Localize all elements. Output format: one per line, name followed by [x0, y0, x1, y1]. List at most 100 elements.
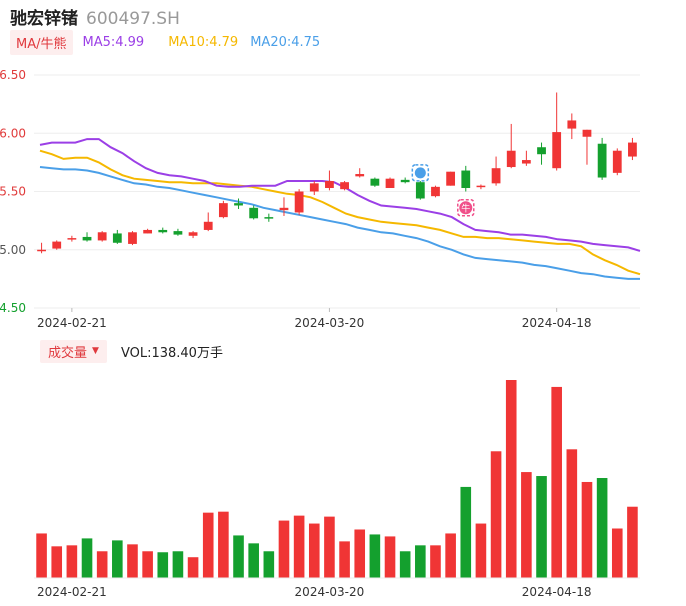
price-grid: [34, 74, 640, 309]
volume-date-axis: 2024-02-21 2024-03-20 2024-04-18: [37, 585, 592, 599]
candle-body: [506, 150, 516, 168]
candle: [52, 240, 62, 250]
ma-selector-button[interactable]: MA/牛熊: [10, 29, 73, 55]
signal-markers: 牛: [411, 164, 475, 217]
candle-body: [97, 232, 107, 241]
volume-bar: [521, 472, 532, 578]
volume-bar: [278, 520, 290, 578]
candle-body: [112, 233, 122, 243]
candle: [506, 123, 516, 169]
volume-bar: [475, 523, 487, 578]
candle: [521, 150, 531, 166]
stock-header: 驰宏锌锗 600497.SH: [10, 4, 180, 29]
volume-bar: [36, 533, 47, 578]
stock-name: 驰宏锌锗: [10, 9, 78, 29]
ma-legend: MA/牛熊 MA5:4.99 MA10:4.79 MA20:4.75: [10, 29, 320, 55]
volume-bar: [339, 541, 350, 578]
candle: [325, 170, 334, 191]
y-tick-label: 4.50: [0, 301, 26, 315]
candle: [400, 177, 410, 184]
volume-bar: [369, 534, 381, 578]
candle: [158, 227, 168, 234]
candle: [67, 235, 77, 242]
candle-body: [82, 236, 92, 241]
volume-bar: [127, 544, 138, 578]
volume-bar: [566, 449, 578, 578]
candle: [188, 231, 198, 239]
volume-chart[interactable]: 2024-02-21 2024-03-20 2024-04-18: [0, 366, 686, 606]
candle: [431, 185, 440, 198]
volume-legend: 成交量 ▼ VOL:138.40万手: [40, 339, 223, 363]
candle-body: [309, 183, 319, 192]
candle: [264, 213, 274, 222]
candle-body: [325, 181, 334, 189]
volume-bar: [66, 545, 78, 578]
bull-marker: 牛: [457, 199, 475, 217]
ma5-line: [39, 138, 641, 252]
candle-body: [628, 142, 637, 157]
volume-x-tick-label: 2024-02-21: [37, 585, 107, 599]
candle-body: [67, 238, 77, 240]
volume-bar: [263, 551, 275, 578]
candle: [294, 189, 304, 215]
volume-bar: [627, 506, 638, 578]
kline-chart[interactable]: 6.50 6.00 5.50 5.00 4.50 2024-02-21 2024-03-2…: [0, 0, 686, 335]
candle-body: [370, 178, 380, 186]
candle-body: [218, 203, 228, 218]
candle-body: [203, 221, 213, 230]
candle-body: [37, 249, 46, 252]
candle: [628, 137, 637, 161]
volume-bar: [384, 536, 396, 578]
volume-selector-label: 成交量: [48, 345, 88, 361]
volume-bar: [248, 543, 259, 578]
candle-body: [431, 186, 440, 197]
candle: [476, 184, 486, 190]
candle-body: [400, 179, 410, 183]
candle-body: [582, 129, 592, 137]
volume-bar: [505, 380, 517, 578]
candle-body: [264, 217, 274, 219]
volume-bar: [233, 535, 244, 578]
candle-body: [567, 120, 577, 129]
y-tick-label: 5.50: [0, 185, 26, 199]
candle-body: [612, 150, 622, 173]
candle: [82, 232, 92, 242]
volume-bar: [415, 545, 426, 578]
candle: [37, 242, 46, 254]
volume-bar: [430, 545, 441, 578]
candle-body: [143, 229, 153, 234]
candle-body: [279, 207, 289, 211]
volume-bar: [445, 533, 456, 578]
candle: [143, 228, 153, 234]
volume-bar: [324, 516, 335, 578]
y-tick-label: 5.00: [0, 243, 26, 257]
candle: [446, 171, 456, 186]
candle-body: [385, 178, 395, 189]
candle-body: [476, 185, 486, 188]
candle: [234, 198, 243, 209]
candle-body: [188, 232, 198, 236]
volume-bar: [581, 481, 593, 578]
candle: [218, 200, 228, 219]
candle: [461, 165, 471, 192]
x-tick-label: 2024-03-20: [295, 316, 365, 330]
volume-bar: [490, 451, 502, 578]
candle-body: [128, 232, 137, 244]
candle: [370, 177, 380, 187]
volume-selector-button[interactable]: 成交量 ▼: [40, 339, 107, 363]
candle: [582, 129, 592, 165]
x-tick-label: 2024-04-18: [522, 316, 592, 330]
candle: [279, 197, 289, 216]
ma10-line: [39, 149, 641, 276]
candle-body: [461, 170, 471, 189]
candle: [415, 181, 425, 200]
bear-icon-dot: [414, 167, 426, 179]
candle-body: [552, 132, 562, 169]
volume-bar: [551, 386, 562, 578]
volume-x-tick-label: 2024-04-18: [522, 585, 592, 599]
volume-bar: [293, 515, 305, 578]
x-tick-label: 2024-02-21: [37, 316, 107, 330]
volume-bar: [218, 511, 229, 578]
ma20-line: [39, 166, 640, 280]
date-axis: 2024-02-21 2024-03-20 2024-04-18: [37, 308, 592, 330]
